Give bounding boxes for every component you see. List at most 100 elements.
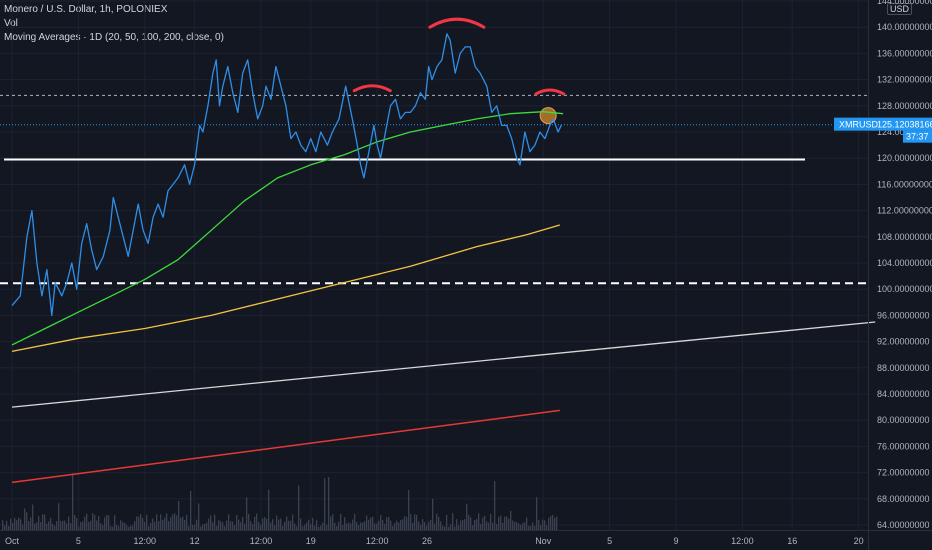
volume-bar <box>358 524 360 530</box>
grid <box>0 0 868 530</box>
volume-bar <box>310 523 312 530</box>
volume-bar <box>400 520 402 530</box>
volume-bar <box>140 513 142 530</box>
volume-bar <box>156 514 158 530</box>
volume-bar <box>252 524 254 530</box>
volume-bar <box>114 515 116 530</box>
volume-bar <box>80 521 82 530</box>
volume-bar <box>142 518 144 530</box>
time-axis[interactable]: Oct 5 12:00 12 12:00 19 12:00 26 Nov 5 9 12:00 16 20 <box>0 530 932 547</box>
volume-bar <box>426 525 428 530</box>
volume-bar <box>338 521 340 530</box>
volume-bar <box>36 522 38 530</box>
volume-bar <box>74 514 76 530</box>
volume-bar <box>490 513 492 530</box>
volume-bar <box>248 513 250 530</box>
volume-bar <box>144 521 146 530</box>
volume-bar <box>200 526 202 530</box>
volume-bar <box>334 522 336 530</box>
volume-bar <box>262 518 264 530</box>
volume-bar <box>8 525 10 530</box>
volume-bar <box>552 514 554 530</box>
volume-bar <box>12 523 14 530</box>
volume-bar <box>328 477 330 530</box>
volume-bar <box>520 524 522 530</box>
volume-bar <box>278 519 280 530</box>
volume-bar <box>54 525 56 530</box>
countdown-badge <box>903 130 932 143</box>
volume-bar <box>438 516 440 530</box>
volume-bar <box>532 522 534 530</box>
volume-bar <box>370 517 372 530</box>
price-tick-label: 92.00000000 <box>877 337 930 347</box>
volume-bar <box>436 513 438 530</box>
volume-bar <box>122 522 124 530</box>
volume-bar <box>204 523 206 530</box>
price-tick-label: 108.00000000 <box>877 232 932 242</box>
last-price-badge[interactable] <box>834 117 932 131</box>
volume-bar <box>198 503 200 530</box>
volume-bar <box>346 523 348 530</box>
volume-bar <box>100 523 102 530</box>
volume-bar <box>130 525 132 530</box>
legend-vol-line[interactable]: Vol <box>4 18 18 29</box>
volume-bar <box>178 500 180 530</box>
volume-bar <box>170 517 172 530</box>
volume-bar <box>538 519 540 530</box>
volume-bar <box>274 525 276 530</box>
volume-bar <box>496 524 498 530</box>
volume-bar <box>196 519 198 530</box>
volume-bar <box>482 517 484 530</box>
volume-bar <box>350 523 352 530</box>
volume-bar <box>46 523 48 530</box>
volume-bar <box>60 520 62 530</box>
volume-bar <box>266 518 268 530</box>
time-tick-label: 26 <box>422 536 432 546</box>
volume-bar <box>222 522 224 530</box>
volume-bar <box>440 521 442 530</box>
price-tick-label: 120.00000000 <box>877 153 932 163</box>
volume-bar <box>148 526 150 530</box>
volume-bar <box>290 520 292 530</box>
volume-bar <box>356 522 358 530</box>
legend-symbol-line[interactable]: Monero / U.S. Dollar, 1h, POLONIEX <box>4 4 168 15</box>
volume-bar <box>292 514 294 530</box>
volume-bar <box>474 519 476 530</box>
volume-bar <box>472 525 474 530</box>
legend-ma-line[interactable]: Moving Averages · 1D (20, 50, 100, 200, … <box>4 32 224 43</box>
volume-bar <box>304 524 306 530</box>
volume-bar <box>164 517 166 530</box>
volume-bar <box>462 520 464 530</box>
volume-bar <box>374 523 376 530</box>
volume-bar <box>16 520 18 530</box>
volume-bar <box>52 523 54 530</box>
volume-bar <box>96 520 98 530</box>
volume-bar <box>542 519 544 530</box>
volume-bar <box>502 522 504 530</box>
volume-bar <box>268 489 270 530</box>
volume-bar <box>434 523 436 530</box>
volume-bar <box>336 526 338 530</box>
price-axis[interactable]: 64.00000000 68.00000000 72.00000000 76.0000… <box>834 0 932 550</box>
volume-bar <box>556 516 558 530</box>
volume-bar <box>372 516 374 530</box>
volume-bar <box>414 514 416 530</box>
volume-bar <box>72 473 74 530</box>
volume-bar <box>118 526 120 530</box>
last-price-value: 125.12038166 <box>877 120 932 130</box>
volume-bar <box>500 515 502 530</box>
volume-bar <box>240 522 242 530</box>
price-tick-label: 112.00000000 <box>877 206 932 216</box>
volume-bar <box>544 520 546 530</box>
volume-bar <box>444 526 446 530</box>
volume-bar <box>446 514 448 530</box>
volume-bar <box>280 518 282 530</box>
volume-bar <box>386 517 388 530</box>
volume-bar <box>470 517 472 530</box>
price-tick-label: 96.00000000 <box>877 310 930 320</box>
volume-bar <box>14 517 16 530</box>
volume-bar <box>486 521 488 530</box>
currency-badge[interactable]: USD <box>886 3 912 15</box>
volume-bar <box>514 521 516 530</box>
